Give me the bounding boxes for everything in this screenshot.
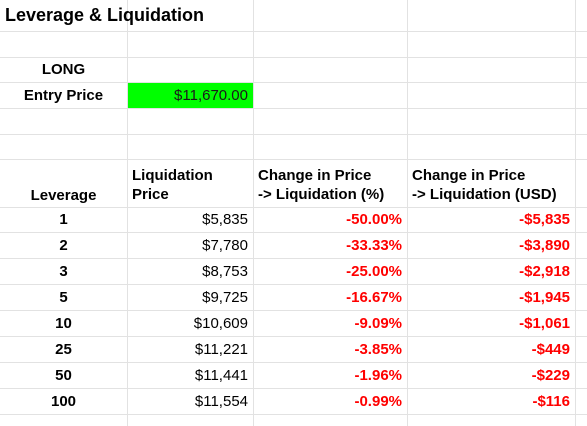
- change-usd-cell[interactable]: -$1,945: [519, 288, 570, 306]
- grid-line: [0, 207, 587, 208]
- change-usd-cell[interactable]: -$1,061: [519, 314, 570, 332]
- header-text: Change in Price: [412, 167, 526, 184]
- liq-price-cell[interactable]: $10,609: [193, 314, 248, 332]
- change-pct-cell[interactable]: -1.96%: [354, 366, 402, 384]
- change-pct-cell[interactable]: -3.85%: [354, 340, 402, 358]
- header-liquidation-price[interactable]: Liquidation Price: [128, 159, 253, 207]
- leverage-cell[interactable]: 2: [59, 236, 68, 254]
- grid-line: [0, 284, 587, 285]
- leverage-cell[interactable]: 3: [59, 262, 68, 280]
- change-pct-cell[interactable]: -25.00%: [346, 262, 402, 280]
- sheet-title[interactable]: Leverage & Liquidation: [5, 5, 205, 25]
- leverage-cell[interactable]: 1: [59, 211, 68, 228]
- leverage-cell[interactable]: 5: [59, 288, 68, 306]
- liq-price-cell[interactable]: $11,441: [194, 366, 248, 384]
- liq-price-cell[interactable]: $11,554: [194, 392, 248, 410]
- change-pct-cell[interactable]: -33.33%: [346, 236, 402, 254]
- grid-line: [0, 108, 587, 109]
- change-usd-cell[interactable]: -$449: [531, 340, 570, 358]
- change-usd-cell[interactable]: -$229: [531, 366, 570, 384]
- grid-line: [0, 362, 587, 363]
- leverage-cell[interactable]: 100: [50, 392, 77, 410]
- change-pct-cell[interactable]: -50.00%: [346, 211, 402, 228]
- header-text: Liquidation: [132, 167, 213, 184]
- grid-line: [0, 159, 587, 160]
- grid-line: [575, 0, 576, 426]
- grid-line: [0, 336, 587, 337]
- leverage-cell[interactable]: 10: [55, 314, 72, 332]
- grid-line: [0, 82, 587, 83]
- change-usd-cell[interactable]: -$5,835: [519, 211, 570, 228]
- header-change-usd[interactable]: Change in Price -> Liquidation (USD): [408, 159, 575, 207]
- grid-line: [127, 0, 128, 426]
- grid-line: [0, 310, 587, 311]
- position-type-cell[interactable]: LONG: [41, 61, 86, 78]
- entry-price-cell[interactable]: $11,670.00: [128, 83, 253, 108]
- entry-price-label[interactable]: Entry Price: [23, 86, 104, 104]
- header-text: Change in Price: [258, 167, 372, 184]
- liq-price-cell[interactable]: $8,753: [202, 262, 248, 280]
- liq-price-cell[interactable]: $11,221: [194, 340, 248, 358]
- change-usd-cell[interactable]: -$3,890: [519, 236, 570, 254]
- grid-line: [0, 258, 587, 259]
- liq-price-cell[interactable]: $7,780: [202, 236, 248, 254]
- grid-line: [0, 134, 587, 135]
- header-text: Price: [132, 186, 169, 203]
- grid-line: [253, 0, 254, 426]
- liq-price-cell[interactable]: $9,725: [202, 288, 248, 306]
- change-pct-cell[interactable]: -0.99%: [354, 392, 402, 410]
- change-usd-cell[interactable]: -$2,918: [519, 262, 570, 280]
- header-text: -> Liquidation (%): [258, 186, 385, 203]
- liq-price-cell[interactable]: $5,835: [202, 211, 248, 228]
- grid-line: [407, 0, 408, 426]
- change-usd-cell[interactable]: -$116: [532, 392, 570, 410]
- grid-line: [0, 414, 587, 415]
- grid-line: [0, 232, 587, 233]
- grid-line: [0, 57, 587, 58]
- header-change-pct[interactable]: Change in Price -> Liquidation (%): [254, 159, 407, 207]
- header-text: -> Liquidation (USD): [412, 186, 557, 203]
- leverage-cell[interactable]: 25: [55, 340, 72, 358]
- grid-line: [0, 31, 587, 32]
- header-leverage[interactable]: Leverage: [30, 187, 97, 204]
- leverage-cell[interactable]: 50: [55, 366, 72, 384]
- change-pct-cell[interactable]: -16.67%: [346, 288, 402, 306]
- change-pct-cell[interactable]: -9.09%: [354, 314, 402, 332]
- grid-line: [0, 388, 587, 389]
